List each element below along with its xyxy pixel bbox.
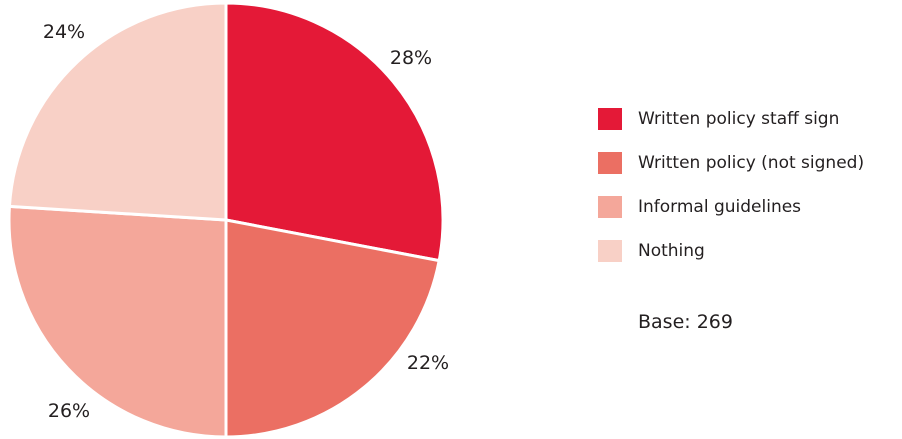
base-note: Base: 269 xyxy=(638,311,733,333)
legend-swatch xyxy=(598,108,622,130)
legend-label: Informal guidelines xyxy=(638,197,802,217)
pie-slice-written-policy-not-signed xyxy=(224,218,441,439)
legend-label: Written policy (not signed) xyxy=(638,153,865,173)
legend-label: Nothing xyxy=(638,241,705,261)
legend-item-nothing: Nothing xyxy=(598,240,864,262)
legend-item-written-policy-staff-sign: Written policy staff sign xyxy=(598,108,864,130)
slice-percent-label: 22% xyxy=(407,352,449,374)
legend-swatch xyxy=(598,152,622,174)
legend-item-informal-guidelines: Informal guidelines xyxy=(598,196,864,218)
pie-slice-informal-guidelines xyxy=(7,204,228,439)
slice-percent-label: 28% xyxy=(390,47,432,69)
slice-percent-label: 24% xyxy=(43,21,85,43)
pie-slice-written-policy-staff-sign xyxy=(224,1,445,263)
legend-label: Written policy staff sign xyxy=(638,109,840,129)
legend: Written policy staff sign Written policy… xyxy=(598,108,864,284)
legend-swatch xyxy=(598,196,622,218)
pie-slice-nothing xyxy=(7,1,228,222)
legend-item-written-policy-not-signed: Written policy (not signed) xyxy=(598,152,864,174)
slice-percent-label: 26% xyxy=(48,400,90,422)
legend-swatch xyxy=(598,240,622,262)
